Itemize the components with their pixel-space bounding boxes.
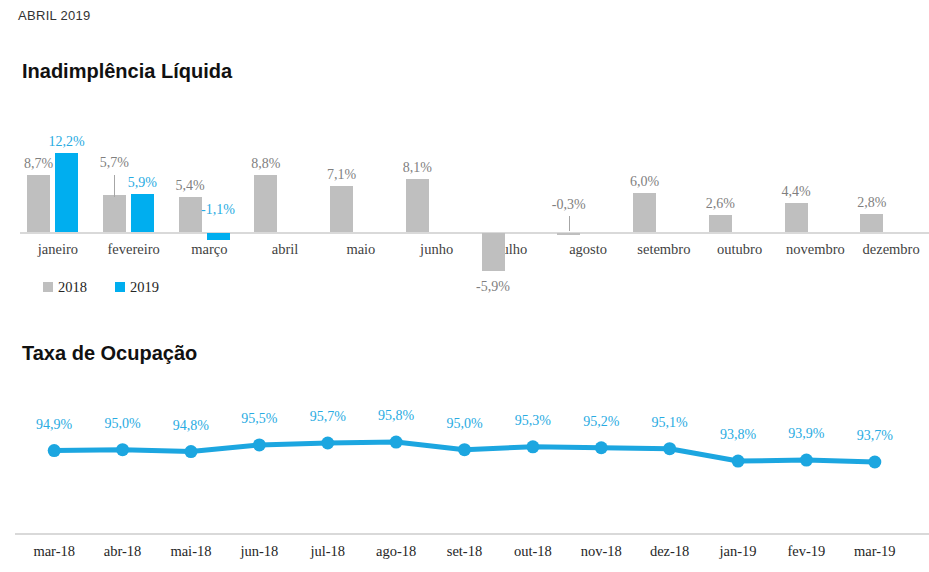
data-point-jan-19: [732, 455, 745, 468]
data-point-out-18: [526, 440, 539, 453]
bar-chart-title: Inadimplência Líquida: [22, 60, 232, 83]
data-point-jun-18: [253, 438, 266, 451]
line-value-label: 93,7%: [843, 428, 907, 444]
bar-2018-outubro: [709, 215, 732, 232]
data-point-set-18: [458, 443, 471, 456]
line-value-label: 95,7%: [296, 409, 360, 425]
bar-value-label: 8,1%: [385, 160, 449, 176]
line-value-label: 93,9%: [774, 426, 838, 442]
legend-item-2018: 2018: [43, 279, 87, 296]
legend-item-2019: 2019: [115, 279, 159, 296]
bar-2018-abril: [254, 175, 277, 232]
bar-value-label: 8,7%: [7, 156, 71, 172]
bar-value-label: 2,6%: [688, 196, 752, 212]
line-chart-category-label: jun-18: [225, 543, 293, 560]
bar-2018-maio: [330, 186, 353, 232]
bar-2018-janeiro: [27, 175, 50, 232]
bar-value-label: -0,3%: [537, 197, 601, 213]
bar-value-label: 7,1%: [310, 167, 374, 183]
bar-2018-novembro: [785, 203, 808, 232]
data-point-mai-18: [184, 445, 197, 458]
bar-chart-legend: 2018 2019: [43, 280, 159, 294]
line-chart-category-label: jan-19: [704, 543, 772, 560]
line-chart-category-label: mar-19: [841, 543, 909, 560]
data-point-abr-18: [116, 443, 129, 456]
bar-2018-junho: [406, 179, 429, 232]
label-leader-line: [569, 216, 570, 231]
line-value-label: 94,9%: [22, 417, 86, 433]
data-point-mar-19: [868, 456, 881, 469]
line-chart-category-label: dez-18: [635, 543, 703, 560]
bar-2019-janeiro: [55, 153, 78, 232]
line-path: [54, 442, 875, 462]
bar-chart-category-label: outubro: [702, 241, 778, 258]
bar-chart-category-label: dezembro: [853, 241, 929, 258]
bar-2018-agosto: [557, 233, 580, 235]
data-point-jul-18: [321, 437, 334, 450]
line-chart-category-label: set-18: [430, 543, 498, 560]
label-leader-line: [114, 175, 115, 197]
bar-chart-category-label: agosto: [550, 241, 626, 258]
line-value-label: 94,8%: [159, 418, 223, 434]
line-chart-category-label: ago-18: [362, 543, 430, 560]
legend-label-2018: 2018: [58, 279, 87, 296]
bar-value-label: -1,1%: [186, 202, 250, 218]
line-value-label: 95,3%: [501, 413, 565, 429]
data-point-dez-18: [663, 442, 676, 455]
bar-2018-setembro: [633, 193, 656, 232]
line-chart-x-axis: [15, 533, 929, 535]
legend-swatch-2018-icon: [43, 282, 53, 292]
legend-swatch-2019-icon: [115, 282, 125, 292]
line-chart-category-label: abr-18: [88, 543, 156, 560]
bar-value-label: 5,4%: [158, 178, 222, 194]
bar-2018-março: [179, 197, 202, 232]
bar-value-label: 6,0%: [613, 174, 677, 190]
bar-value-label: 5,9%: [110, 175, 174, 191]
line-value-label: 95,1%: [638, 415, 702, 431]
bar-chart-category-label: maio: [323, 241, 399, 258]
line-chart-category-label: fev-19: [772, 543, 840, 560]
line-chart-category-label: nov-18: [567, 543, 635, 560]
bar-chart-category-label: fevereiro: [96, 241, 172, 258]
bar-2019-fevereiro: [131, 194, 154, 232]
data-point-fev-19: [800, 454, 813, 467]
line-value-label: 95,5%: [227, 411, 291, 427]
report-period-label: ABRIL 2019: [18, 8, 91, 23]
bar-value-label: -5,9%: [461, 279, 525, 295]
bar-2018-dezembro: [860, 214, 883, 232]
bar-value-label: 12,2%: [35, 134, 99, 150]
bar-value-label: 4,4%: [764, 184, 828, 200]
line-chart-category-label: jul-18: [294, 543, 362, 560]
line-value-label: 95,8%: [364, 408, 428, 424]
line-value-label: 93,8%: [706, 427, 770, 443]
bar-2018-julho: [482, 233, 505, 271]
bar-value-label: 5,7%: [82, 155, 146, 171]
data-point-ago-18: [390, 436, 403, 449]
bar-value-label: 2,8%: [840, 195, 904, 211]
line-value-label: 95,2%: [569, 414, 633, 430]
bar-value-label: 8,8%: [234, 156, 298, 172]
bar-chart-category-label: julho: [475, 241, 551, 258]
bar-2018-fevereiro: [103, 195, 126, 232]
bar-chart-category-label: abril: [247, 241, 323, 258]
legend-label-2019: 2019: [130, 279, 159, 296]
line-chart-category-label: mar-18: [20, 543, 88, 560]
line-chart-title: Taxa de Ocupação: [22, 342, 197, 365]
bar-chart-category-label: setembro: [626, 241, 702, 258]
bar-2019-março: [207, 233, 230, 240]
bar-chart-category-label: março: [172, 241, 248, 258]
line-chart-category-label: out-18: [499, 543, 567, 560]
bar-chart-category-label: janeiro: [20, 241, 96, 258]
data-point-mar-18: [48, 444, 61, 457]
bar-chart-category-label: novembro: [778, 241, 854, 258]
bar-chart-x-axis: [20, 232, 929, 234]
data-point-nov-18: [595, 441, 608, 454]
line-value-label: 95,0%: [91, 416, 155, 432]
line-chart-category-label: mai-18: [157, 543, 225, 560]
bar-chart-category-label: junho: [399, 241, 475, 258]
line-value-label: 95,0%: [433, 416, 497, 432]
report-canvas: ABRIL 2019 Inadimplência Líquida janeiro…: [0, 0, 929, 572]
